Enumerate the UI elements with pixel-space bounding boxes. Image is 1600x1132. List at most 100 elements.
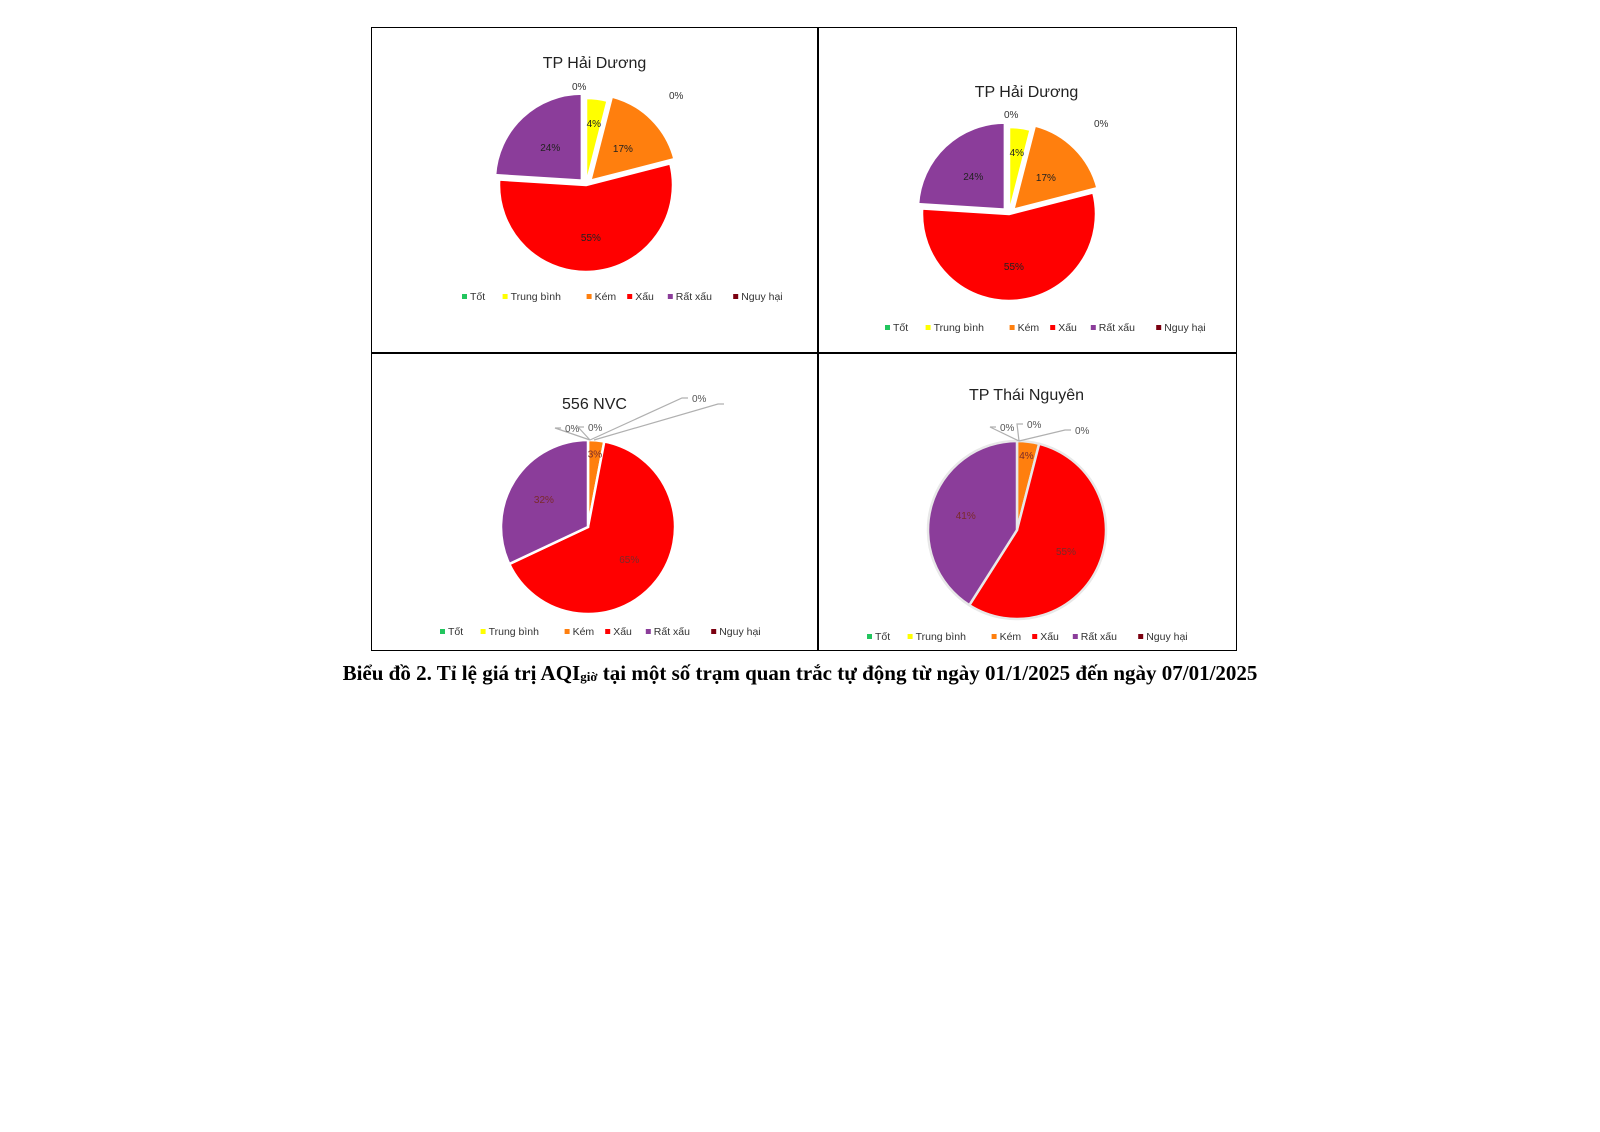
data-label-xau: 55% (581, 233, 601, 244)
legend-label-xau: Xấu (1040, 631, 1059, 643)
data-label-rat-xau: 41% (956, 511, 976, 522)
legend-label-kem: Kém (573, 626, 595, 638)
legend-label-tot: Tốt (470, 291, 485, 303)
pie-slice-xau (507, 440, 677, 616)
data-label-trung-binh: 0% (588, 423, 603, 434)
grid-divider-horizontal (372, 352, 1236, 354)
legend-label-trung-binh: Trung bình (511, 291, 562, 303)
legend-label-kem: Kém (1018, 322, 1040, 334)
data-label-kem: 3% (588, 449, 603, 460)
leader-line-trung-binh (1016, 423, 1023, 442)
legend-swatch-tot (885, 325, 890, 330)
data-label-tot: 0% (572, 82, 587, 93)
legend-swatch-xau (605, 629, 611, 634)
legend-swatch-trung-binh (480, 629, 486, 634)
data-label-tot: 0% (1004, 110, 1019, 121)
legend-label-rat-xau: Rất xấu (1099, 322, 1135, 334)
chart-title: TP Thái Nguyên (969, 387, 1084, 404)
data-label-kem: 17% (1036, 173, 1056, 184)
legend-swatch-rat-xau (1072, 634, 1078, 639)
leader-line-trung-binh (576, 426, 591, 441)
pie-slice-rat-xau (493, 92, 584, 182)
legend-label-rat-xau: Rất xấu (654, 626, 690, 638)
pie-slice-xau (920, 190, 1098, 303)
legend-swatch-kem (1009, 325, 1015, 330)
legend-swatch-kem (564, 629, 570, 634)
pie-chart-hai-duong-2: TP Hải Dương 4% 17% 55% 24% 0% 0% Tốt Trung bình… (817, 28, 1236, 352)
legend-swatch-nguy-hai (733, 294, 739, 299)
pie-slice-kem (588, 94, 677, 183)
legend-label-rat-xau: Rất xấu (1081, 631, 1117, 643)
chart-grid: TP Hải Dương 4% 17% 55% 24% 0% 0% Tốt Trung bình… (371, 27, 1237, 651)
data-label-trung-binh: 4% (587, 119, 602, 130)
legend-label-xau: Xấu (613, 626, 632, 638)
legend-swatch-trung-binh (907, 634, 913, 639)
grid-divider-vertical (817, 28, 819, 650)
legend-swatch-rat-xau (667, 294, 673, 299)
legend-label-xau: Xấu (1058, 322, 1077, 334)
legend-label-nguy-hai: Nguy hại (719, 626, 760, 638)
pie-chart-thai-nguyen: TP Thái Nguyên 4% 55% 41% 0% 0% 0% Tốt Trung bìn… (817, 352, 1236, 650)
data-label-tot: 0% (565, 424, 580, 435)
legend-label-kem: Kém (1000, 631, 1022, 643)
pie-slice-xau (497, 161, 675, 274)
legend-swatch-xau (1050, 325, 1056, 330)
legend-label-trung-binh: Trung bình (934, 322, 985, 334)
legend-label-trung-binh: Trung bình (916, 631, 967, 643)
legend-swatch-nguy-hai (1138, 634, 1144, 639)
legend-swatch-xau (1032, 634, 1038, 639)
caption-suffix: tại một số trạm quan trắc tự động từ ngà… (597, 661, 1258, 685)
figure-caption: Biểu đồ 2. Tỉ lệ giá trị AQIgiờ tại một … (0, 661, 1600, 686)
legend-label-trung-binh: Trung bình (489, 626, 540, 638)
pie-slice-xau (967, 442, 1108, 621)
legend-swatch-tot (462, 294, 467, 299)
legend-label-tot: Tốt (875, 631, 890, 643)
data-label-nguy-hai: 0% (1075, 426, 1090, 437)
data-label-trung-binh: 0% (1027, 420, 1042, 431)
pie-chart-556-nvc: 556 NVC 3% 65% 32% 0% 0% 0% Tốt Trung bình Kém Xấu… (372, 352, 817, 650)
legend-swatch-kem (991, 634, 997, 639)
data-label-kem: 4% (1019, 451, 1034, 462)
leader-line-tot (554, 427, 591, 441)
legend-label-xau: Xấu (635, 291, 654, 303)
pie-slice-trung-binh (584, 96, 610, 186)
legend-swatch-trung-binh (925, 325, 931, 330)
data-label-rat-xau: 24% (963, 172, 983, 183)
data-label-nguy-hai: 0% (692, 394, 707, 405)
legend-label-rat-xau: Rất xấu (676, 291, 712, 303)
pie-slice-rat-xau (926, 439, 1019, 607)
leader-line-kem (593, 403, 724, 441)
data-label-xau: 55% (1004, 262, 1024, 273)
chart-title: 556 NVC (562, 396, 627, 413)
legend-swatch-rat-xau (1090, 325, 1096, 330)
data-label-nguy-hai: 0% (1094, 119, 1109, 130)
data-label-xau: 55% (1056, 547, 1076, 558)
data-label-tot: 0% (1000, 423, 1015, 434)
legend-swatch-nguy-hai (711, 629, 717, 634)
pie-slice-trung-binh (1007, 125, 1033, 215)
legend-label-nguy-hai: Nguy hại (741, 291, 782, 303)
legend-label-tot: Tốt (448, 626, 463, 638)
data-label-rat-xau: 32% (534, 495, 554, 506)
leader-line-nguy-hai (589, 397, 688, 441)
caption-subscript: giờ (580, 669, 598, 684)
legend-swatch-tot (440, 629, 445, 634)
legend-swatch-trung-binh (502, 294, 508, 299)
legend-swatch-rat-xau (645, 629, 651, 634)
pie-slice-rat-xau (499, 438, 590, 566)
data-label-kem: 17% (613, 144, 633, 155)
legend-label-nguy-hai: Nguy hại (1146, 631, 1187, 643)
leader-line-nguy-hai (1018, 429, 1071, 442)
legend-swatch-xau (627, 294, 633, 299)
pie-slice-rat-xau (916, 121, 1007, 211)
pie-chart-hai-duong-1: TP Hải Dương 4% 17% 55% 24% 0% 0% Tốt Trung bình… (372, 28, 817, 352)
chart-title: TP Hải Dương (975, 84, 1079, 101)
data-label-rat-xau: 24% (540, 143, 560, 154)
legend-label-kem: Kém (595, 291, 617, 303)
legend-swatch-nguy-hai (1156, 325, 1162, 330)
chart-title: TP Hải Dương (543, 55, 647, 72)
caption-prefix: Biểu đồ 2. Tỉ lệ giá trị AQI (342, 661, 581, 685)
legend-swatch-kem (586, 294, 592, 299)
legend-label-tot: Tốt (893, 322, 908, 334)
data-label-xau: 65% (619, 555, 639, 566)
